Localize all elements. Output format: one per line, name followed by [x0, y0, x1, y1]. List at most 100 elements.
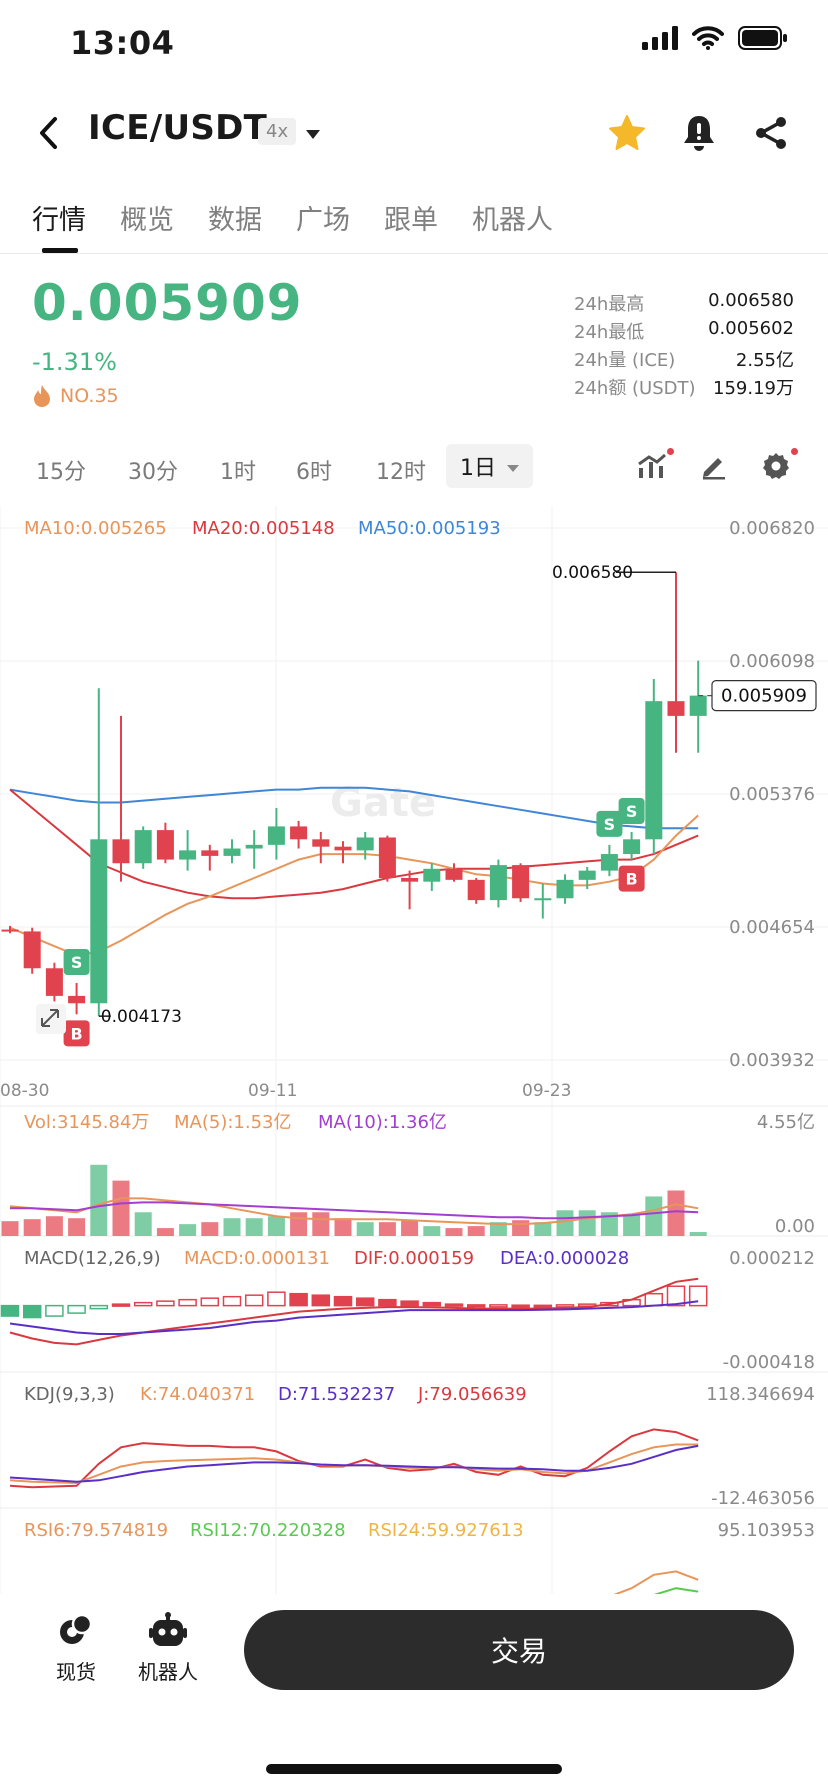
candle	[45, 962, 63, 1002]
candle	[512, 863, 530, 902]
expand-chart-icon[interactable]	[36, 1004, 66, 1034]
candle-body	[556, 879, 574, 899]
nav-spot[interactable]: 现货	[36, 1612, 116, 1685]
y-tick-label: 0.006820	[729, 518, 815, 539]
home-indicator	[266, 1764, 562, 1774]
macd-histogram-bar	[244, 1294, 264, 1307]
interval-12h[interactable]: 12时	[376, 460, 426, 485]
buy-marker: B	[63, 1020, 90, 1047]
candle-body	[267, 826, 285, 845]
caret-down-icon	[507, 465, 519, 472]
star-icon	[609, 115, 645, 150]
volume-bar	[578, 1210, 596, 1236]
interval-15m[interactable]: 15分	[36, 460, 86, 485]
kline-chart-area[interactable]: MA10:0.005265 MA20:0.005148 MA50:0.00519…	[0, 506, 828, 1594]
nav-bots[interactable]: 机器人	[128, 1612, 208, 1685]
kdj-y-max: 118.346694	[706, 1384, 815, 1405]
drawing-tool-button[interactable]	[696, 448, 732, 484]
volume-bar	[201, 1222, 219, 1236]
volume-bar	[445, 1228, 463, 1236]
tab-overview[interactable]: 概览	[120, 205, 174, 236]
marker-badge	[618, 797, 645, 824]
high-annotation-label: 0.006580	[552, 563, 633, 583]
sell-marker: S	[618, 797, 645, 824]
tab-market[interactable]: 行情	[32, 205, 86, 236]
notification-dot	[791, 448, 798, 455]
tab-copy-trading[interactable]: 跟单	[384, 205, 438, 236]
pair-dropdown-button[interactable]	[305, 126, 321, 145]
macd-histogram-bar	[533, 1304, 553, 1309]
flame-icon	[34, 385, 50, 407]
indicator-chart-icon	[638, 453, 666, 478]
candle	[201, 844, 219, 871]
candle-body	[68, 995, 86, 1004]
macd-histogram-bar	[67, 1304, 86, 1314]
indicator-button[interactable]	[634, 448, 674, 484]
interval-1d[interactable]: 1日	[446, 444, 533, 488]
rsi24-legend: RSI24:59.927613	[368, 1520, 524, 1541]
marker-letter: S	[626, 802, 638, 821]
trade-button[interactable]: 交易	[244, 1610, 794, 1690]
candle-body	[1, 929, 19, 932]
stat-value: 159.19万	[713, 378, 794, 399]
volume-bar	[356, 1222, 374, 1236]
candle-body	[401, 878, 419, 882]
price-alert-button[interactable]	[676, 110, 722, 156]
vol-ma5-legend: MA(5):1.53亿	[174, 1112, 291, 1133]
candle	[290, 820, 308, 849]
marker-badge	[63, 949, 90, 975]
ma50-line	[9, 786, 699, 830]
tab-square[interactable]: 广场	[296, 205, 350, 236]
kdj-k-legend: K:74.040371	[140, 1384, 255, 1405]
macd-histogram-bar	[333, 1295, 353, 1307]
bell-alert-icon	[684, 116, 714, 151]
battery-icon	[738, 26, 787, 50]
share-button[interactable]	[748, 110, 794, 156]
macd-histogram-bar	[311, 1294, 331, 1307]
candle-body	[334, 846, 352, 851]
candle-body	[290, 826, 308, 840]
tab-data[interactable]: 数据	[208, 205, 262, 236]
interval-6h[interactable]: 6时	[296, 460, 332, 485]
volume-bar	[689, 1232, 707, 1236]
macd-histogram-bar	[644, 1292, 664, 1307]
chart-settings-button[interactable]	[758, 448, 798, 484]
volume-ma5-line	[9, 1197, 699, 1226]
macd-histogram-bar	[178, 1298, 197, 1307]
favorite-button[interactable]	[604, 110, 650, 156]
macd-histogram-bar	[22, 1304, 42, 1319]
candle-body	[623, 839, 641, 855]
candle-body	[45, 968, 63, 996]
candle-body	[578, 870, 596, 880]
back-button[interactable]	[28, 110, 68, 156]
candle	[423, 863, 441, 891]
low-annotation-label: 0.004173	[101, 1007, 182, 1027]
candle-body	[667, 701, 685, 716]
candle	[1, 925, 19, 934]
nav-bots-label: 机器人	[138, 1660, 198, 1684]
candle	[623, 831, 641, 860]
candle	[134, 826, 152, 869]
ma10-legend: MA10:0.005265	[24, 518, 167, 539]
volume-bar	[245, 1218, 263, 1236]
volume-bar	[23, 1219, 41, 1236]
share-icon	[756, 117, 786, 149]
interval-30m[interactable]: 30分	[128, 460, 178, 485]
pair-title[interactable]: ICE/USDT	[88, 108, 268, 148]
candle	[90, 688, 108, 1017]
tab-bots[interactable]: 机器人	[472, 205, 553, 236]
candle-body	[23, 931, 41, 969]
hot-rank[interactable]: NO.35	[32, 384, 119, 408]
ma20-line	[9, 788, 699, 900]
candle	[401, 870, 419, 910]
volume-bar	[223, 1218, 241, 1236]
y-tick-label: 0.005376	[729, 784, 815, 805]
stat-label: 24h最低	[574, 322, 645, 343]
interval-1h[interactable]: 1时	[220, 460, 256, 485]
dea-line	[9, 1300, 699, 1335]
gear-icon	[763, 453, 789, 479]
volume-bar	[623, 1214, 641, 1236]
buy-marker: B	[618, 865, 645, 892]
volume-bar	[45, 1216, 63, 1236]
candle	[23, 927, 41, 974]
